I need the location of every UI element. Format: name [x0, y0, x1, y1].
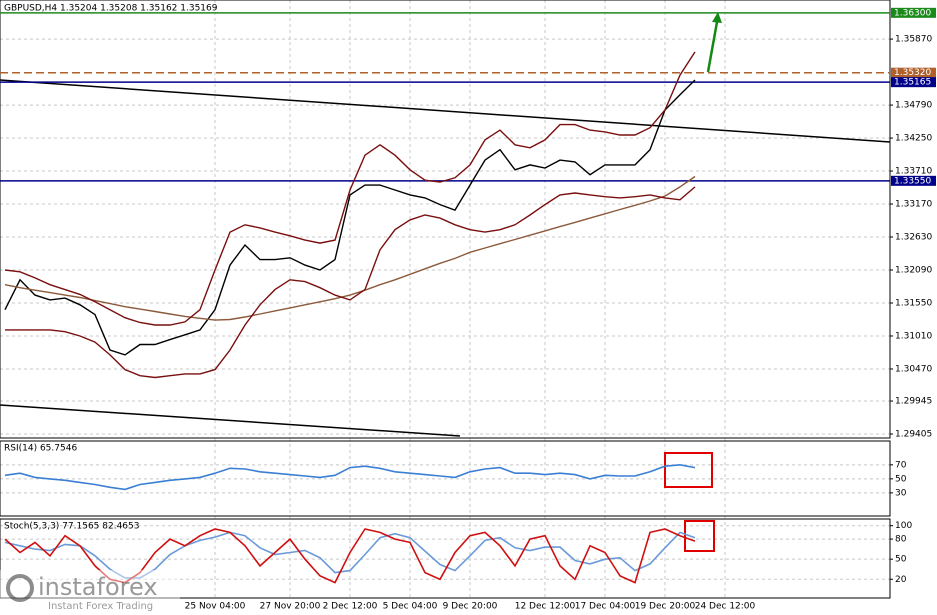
- series-line: [5, 186, 696, 379]
- trend-line: [0, 79, 891, 143]
- y-tick-label: 1.29405: [895, 430, 932, 440]
- series-line: [4, 79, 696, 356]
- y-tick-label: 20: [895, 575, 907, 585]
- level-label: 1.36300: [894, 8, 931, 18]
- level-label: 1.33550: [894, 176, 931, 186]
- level-label: 1.35165: [894, 78, 931, 88]
- y-tick-label: 80: [895, 535, 907, 545]
- y-tick-label: 1.32630: [895, 233, 932, 243]
- series-line: [4, 51, 696, 326]
- level-box: [891, 77, 936, 88]
- level-box: [891, 7, 936, 18]
- chart-title: GBPUSD,H4 1.35204 1.35208 1.35162 1.3516…: [4, 4, 218, 14]
- stoch-panel: [0, 518, 891, 599]
- price-panel: [0, 0, 891, 439]
- level-box: [891, 175, 936, 186]
- highlight-box: [684, 520, 715, 552]
- x-tick-label: 25 Nov 04:00: [185, 602, 246, 612]
- tagline: Instant Forex Trading: [48, 601, 153, 612]
- y-tick-label: 70: [895, 460, 907, 470]
- x-tick-label: 2 Dec 12:00: [323, 602, 378, 612]
- y-tick-label: 1.29945: [895, 397, 932, 407]
- series-line: [4, 531, 696, 579]
- y-tick-label: 50: [895, 474, 907, 484]
- arrow-head: [712, 12, 722, 23]
- x-tick-label: 17 Dec 04:00: [575, 602, 636, 612]
- panel-title: Stoch(5,3,3) 77.1565 82.4653: [4, 522, 139, 532]
- level-box: [891, 67, 936, 78]
- y-tick-label: 1.33170: [895, 200, 932, 210]
- series-line: [4, 463, 696, 491]
- y-tick-label: 1.31550: [895, 298, 932, 308]
- x-tick-label: 12 Dec 12:00: [515, 602, 576, 612]
- x-tick-label: 27 Nov 20:00: [260, 602, 321, 612]
- y-tick-label: 30: [895, 488, 907, 498]
- arrow: [706, 21, 719, 73]
- x-tick-label: 24 Dec 12:00: [695, 602, 756, 612]
- y-tick-label: 1.35870: [895, 35, 932, 45]
- series-line: [4, 175, 696, 321]
- y-tick-label: 1.34250: [895, 134, 932, 144]
- trend-line: [0, 404, 461, 437]
- x-tick-label: 9 Dec 20:00: [443, 602, 498, 612]
- y-tick-label: 50: [895, 555, 907, 565]
- y-tick-label: 1.30470: [895, 364, 932, 374]
- brand: instaforex: [38, 573, 158, 601]
- logo: [6, 574, 34, 602]
- x-tick-label: 19 Dec 20:00: [635, 602, 696, 612]
- y-tick-label: 1.31010: [895, 331, 932, 341]
- highlight-box: [664, 452, 713, 488]
- level-label: 1.35320: [894, 68, 931, 78]
- y-tick-label: 1.33710: [895, 167, 932, 177]
- panel-title: RSI(14) 65.7546: [4, 444, 77, 454]
- watermark: instaforex Instant Forex Trading: [0, 570, 180, 615]
- y-tick-label: 1.34790: [895, 101, 932, 111]
- series-line: [4, 528, 696, 584]
- y-tick-label: 100: [895, 521, 912, 531]
- x-tick-label: 5 Dec 04:00: [383, 602, 438, 612]
- y-tick-label: 1.32090: [895, 266, 932, 276]
